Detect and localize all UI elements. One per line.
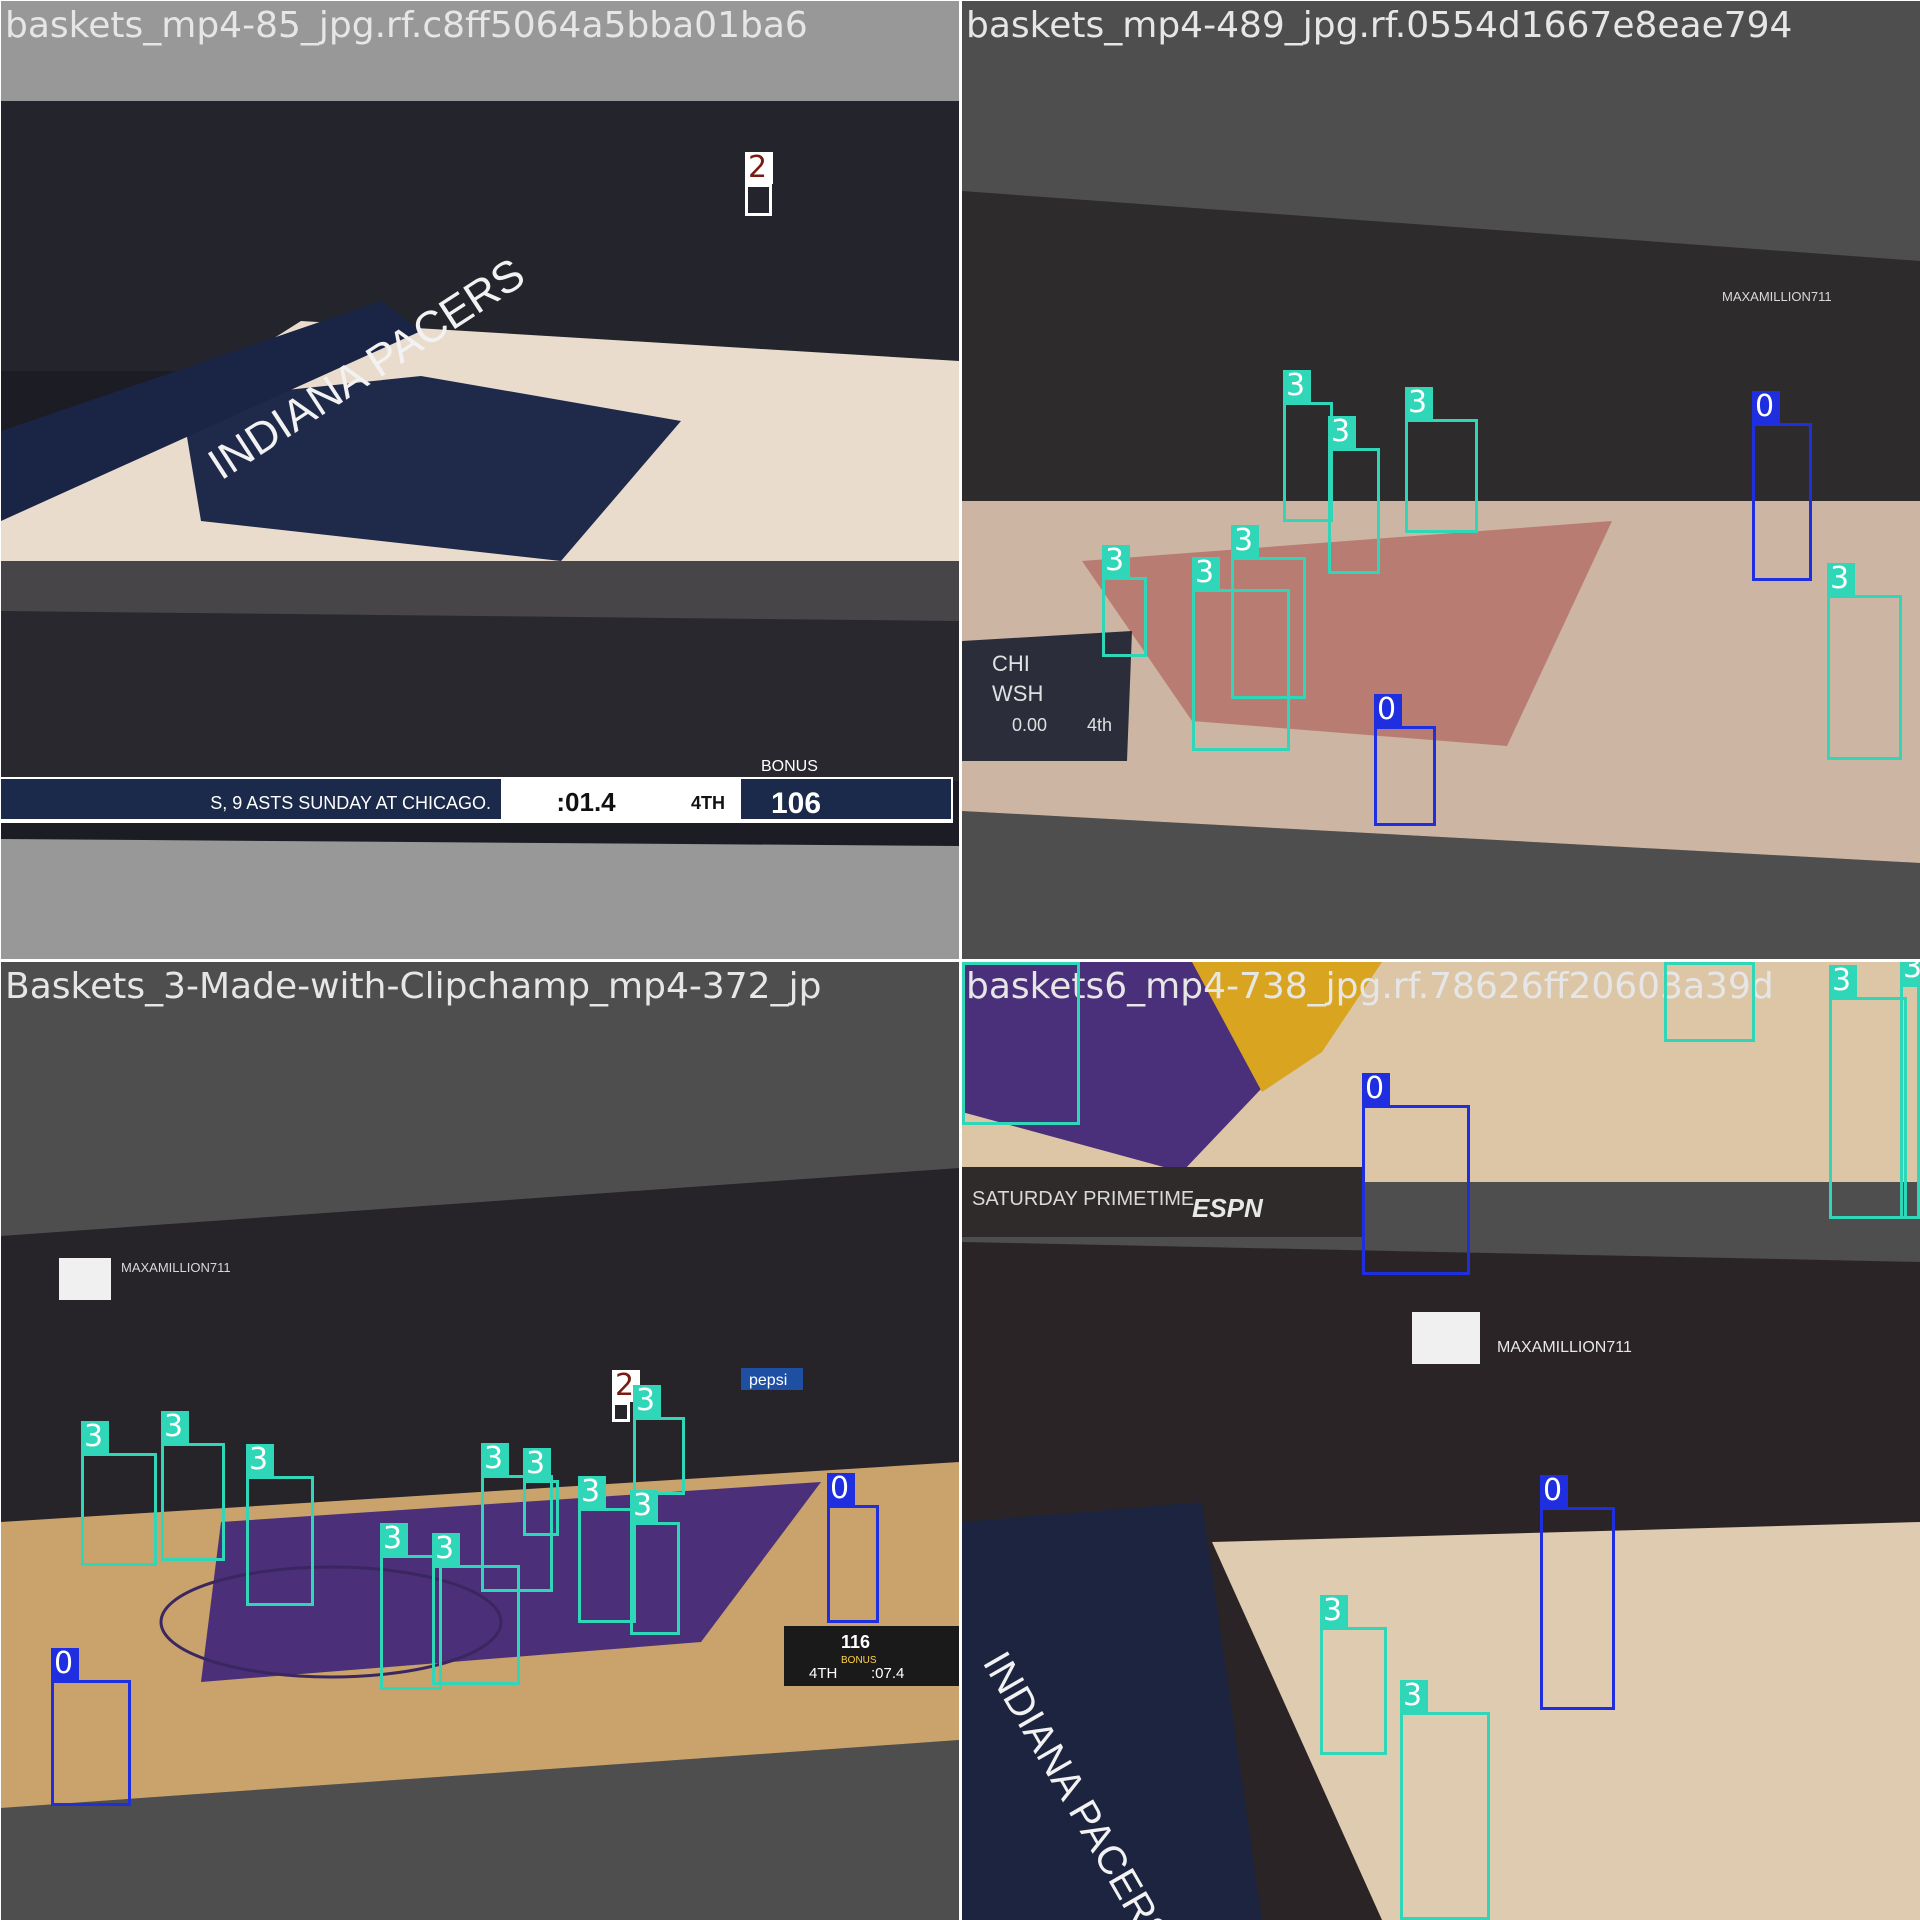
detection-box: 3 [1664, 962, 1755, 1042]
game-clock: :07.4 [871, 1665, 904, 1682]
detection-box: 0 [827, 1473, 879, 1623]
period: 4TH [691, 793, 725, 813]
detection-box: 3 [246, 1444, 314, 1606]
detection-class-label: 3 [1320, 1595, 1348, 1627]
detection-class-label: 0 [51, 1648, 79, 1680]
ticker-text: S, 9 ASTS SUNDAY AT CHICAGO. [210, 793, 491, 813]
detection-class-label: 3 [578, 1476, 606, 1508]
detection-box: 3 [578, 1476, 636, 1623]
detection-class-label: 3 [1283, 370, 1311, 402]
detection-box: 3 [1405, 387, 1478, 533]
detection-class-label: 3 [481, 1443, 509, 1475]
detection-box: 0 [1540, 1475, 1615, 1710]
period: 4th [1087, 715, 1112, 735]
sponsor-sign: pepsi [749, 1372, 787, 1389]
detection-box: 3 [1827, 563, 1902, 760]
detection-class-label: 3 [1102, 545, 1130, 577]
detection-class-label: 3 [1231, 525, 1259, 557]
detection-class-label: 0 [1752, 391, 1780, 423]
detection-box: 3 [1400, 1680, 1490, 1920]
detection-box: 3 [630, 1490, 680, 1635]
mosaic-tile-2: MAXAMILLION711 CHI WSH 0.00 4th baskets_… [962, 1, 1920, 959]
score: 116 [841, 1632, 870, 1652]
detection-box: 0 [1362, 1073, 1470, 1275]
detection-class-label: 3 [432, 1533, 460, 1565]
detection-class-label: 3 [246, 1444, 274, 1476]
detection-class-label: 0 [1362, 1073, 1390, 1105]
tile-filename: Baskets_3-Made-with-Clipchamp_mp4-372_jp [5, 966, 822, 1007]
scene-image: SATURDAY PRIMETIME ESPN MAXAMILLION711 I… [962, 962, 1920, 1920]
scene-image: INDIANA PACERS S, 9 ASTS SUNDAY AT CHICA… [1, 101, 959, 846]
score: 106 [771, 787, 821, 820]
game-clock: :01.4 [556, 787, 616, 817]
detection-box: 3 [1900, 962, 1920, 1219]
detection-class-label: 3 [1900, 962, 1920, 984]
detection-box: 0 [1752, 391, 1812, 581]
tile-filename: baskets_mp4-489_jpg.rf.0554d1667e8eae794 [966, 5, 1793, 46]
detection-box: 3 [1829, 965, 1907, 1219]
detection-class-label: 0 [1374, 694, 1402, 726]
watermark: MAXAMILLION711 [1497, 1339, 1632, 1356]
detection-box: 3 [523, 1448, 559, 1536]
detection-box: 3 [1102, 545, 1147, 657]
detection-box: 0 [51, 1648, 131, 1806]
tile-filename: baskets6_mp4-738_jpg.rf.78626ff20603a39d [966, 966, 1774, 1007]
bonus-indicator: BONUS [761, 758, 818, 775]
detection-box: 3 [1328, 416, 1380, 574]
detection-box: 3 [432, 1533, 520, 1685]
detection-class-label: 3 [633, 1385, 661, 1417]
detection-box: 3 [633, 1385, 685, 1495]
detection-box: 3 [161, 1411, 225, 1561]
period: 4TH [809, 1665, 837, 1682]
detection-class-label: 3 [1328, 416, 1356, 448]
detection-class-label: 3 [1405, 387, 1433, 419]
mosaic-tile-1: INDIANA PACERS S, 9 ASTS SUNDAY AT CHICA… [1, 1, 959, 959]
mosaic-tile-3: MAXAMILLION711 pepsi 116 4TH :07.4 BONUS… [1, 962, 959, 1920]
detection-class-label: 3 [1829, 965, 1857, 997]
detection-box: 0 [1374, 694, 1436, 826]
detection-box: 3 [962, 962, 1080, 1125]
detection-class-label: 3 [1192, 557, 1220, 589]
detection-class-label: 3 [1400, 1680, 1428, 1712]
detection-class-label: 0 [827, 1473, 855, 1505]
network-logo: ESPN [1192, 1193, 1264, 1223]
game-clock: 0.00 [1012, 715, 1047, 735]
team-b: WSH [992, 681, 1043, 706]
team-a: CHI [992, 651, 1030, 676]
detection-class-label: 0 [1540, 1475, 1568, 1507]
detection-box: 3 [1231, 525, 1306, 699]
detection-box: 2 [612, 1370, 640, 1422]
watermark: MAXAMILLION711 [1722, 289, 1832, 304]
mosaic-tile-4: SATURDAY PRIMETIME ESPN MAXAMILLION711 I… [962, 962, 1920, 1920]
tile-filename: baskets_mp4-85_jpg.rf.c8ff5064a5bba01ba6 [5, 5, 808, 46]
detection-box: 2 [745, 152, 773, 216]
detection-class-label: 3 [630, 1490, 658, 1522]
watermark: MAXAMILLION711 [121, 1260, 231, 1275]
detection-class-label: 3 [1827, 563, 1855, 595]
detection-class-label: 2 [745, 152, 773, 184]
detection-class-label: 3 [380, 1523, 408, 1555]
detection-class-label: 3 [161, 1411, 189, 1443]
scene-image: MAXAMILLION711 pepsi 116 4TH :07.4 BONUS [1, 1168, 959, 1808]
detection-class-label: 3 [81, 1421, 109, 1453]
detection-box: 3 [81, 1421, 157, 1566]
detection-box: 3 [1320, 1595, 1387, 1755]
detection-box: 3 [1283, 370, 1333, 522]
bonus-indicator: BONUS [841, 1655, 877, 1666]
detection-class-label: 3 [523, 1448, 551, 1480]
detection-box: 3 [1192, 557, 1290, 751]
broadcast-banner: SATURDAY PRIMETIME [972, 1188, 1194, 1210]
detection-box: 3 [380, 1523, 442, 1690]
